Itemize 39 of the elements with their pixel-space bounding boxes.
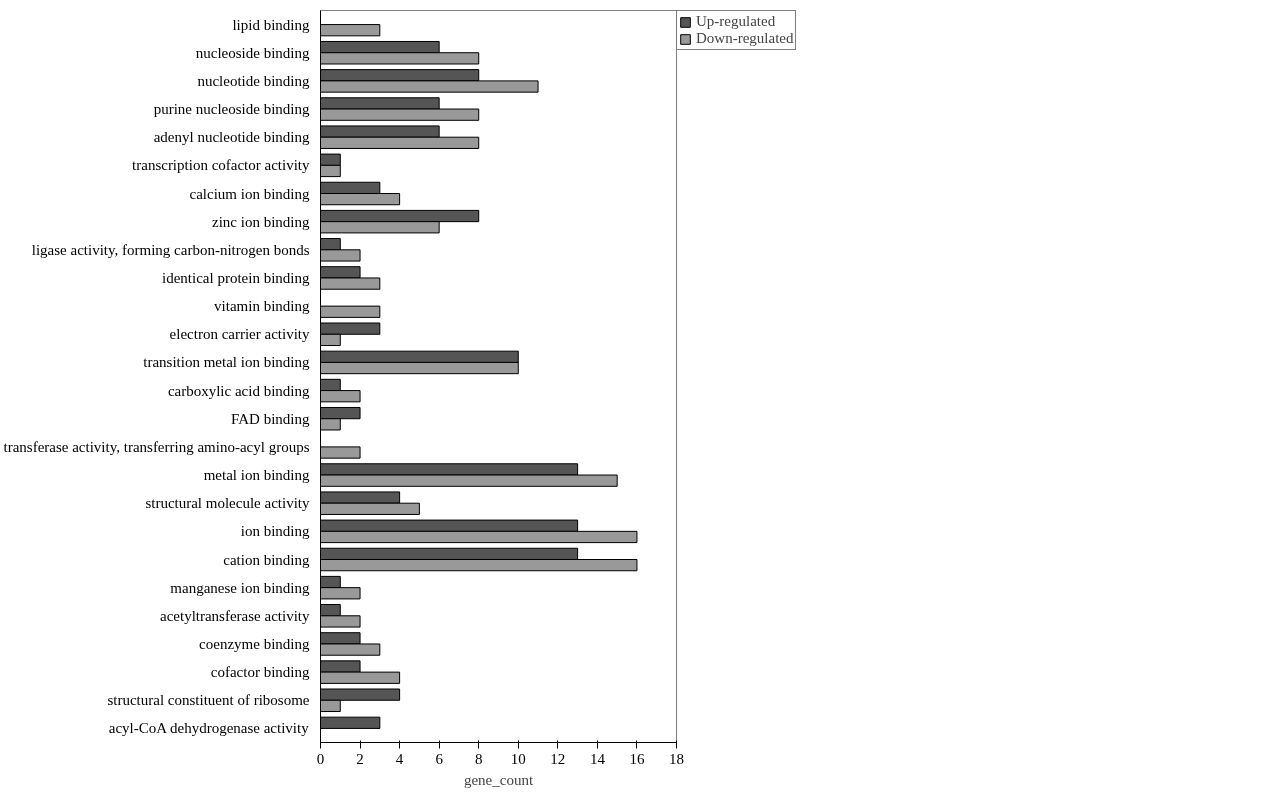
y-tick-label: FAD binding: [231, 410, 310, 427]
legend-label: Down-regulated: [696, 30, 794, 47]
y-tick-label: ion binding: [240, 523, 310, 540]
y-tick-label: adenyl nucleotide binding: [153, 129, 310, 146]
x-tick-label: 4: [395, 750, 404, 767]
y-tick-label: nucleoside binding: [195, 44, 310, 61]
y-tick-label: cation binding: [223, 551, 310, 568]
y-tick-label: acyl-CoA dehydrogenase activity: [108, 720, 310, 737]
x-axis-title: gene_count: [463, 771, 534, 788]
y-tick-label: purine nucleoside binding: [153, 101, 310, 118]
x-tick-label: 10: [510, 750, 526, 767]
y-tick-label: structural molecule activity: [145, 495, 310, 512]
y-tick-label: carboxylic acid binding: [167, 382, 310, 399]
x-tick-label: 12: [550, 750, 566, 767]
x-tick-label: 2: [356, 750, 364, 767]
y-tick-label: ligase activity, forming carbon-nitrogen bonds: [31, 241, 310, 258]
y-tick-label: metal ion binding: [203, 467, 310, 484]
x-tick-label: 0: [316, 750, 325, 767]
y-tick-label: vitamin binding: [214, 298, 310, 315]
y-tick-label: transferase activity, transferring amino-acyl groups: [3, 438, 310, 455]
y-tick-label: nucleotide binding: [197, 72, 310, 89]
y-tick-label: identical protein binding: [162, 269, 310, 286]
y-tick-label: cofactor binding: [210, 664, 310, 681]
y-tick-label: manganese ion binding: [170, 579, 310, 596]
legend-label: Up-regulated: [696, 13, 776, 30]
y-tick-label: zinc ion binding: [212, 213, 310, 230]
y-tick-label: structural constituent of ribosome: [107, 692, 310, 709]
y-tick-label: calcium ion binding: [189, 185, 310, 202]
y-tick-label: acetyltransferase activity: [160, 607, 310, 624]
x-tick-label: 6: [435, 750, 444, 767]
y-tick-label: coenzyme binding: [199, 635, 310, 652]
x-tick-label: 14: [589, 750, 606, 767]
y-tick-label: lipid binding: [232, 16, 310, 33]
x-tick-label: 16: [629, 750, 645, 767]
y-tick-label: transition metal ion binding: [143, 354, 310, 371]
x-tick-label: 8: [474, 750, 483, 767]
y-tick-label: transcription cofactor activity: [132, 157, 310, 174]
x-tick-label: 18: [669, 750, 684, 767]
y-tick-label: electron carrier activity: [169, 326, 310, 343]
